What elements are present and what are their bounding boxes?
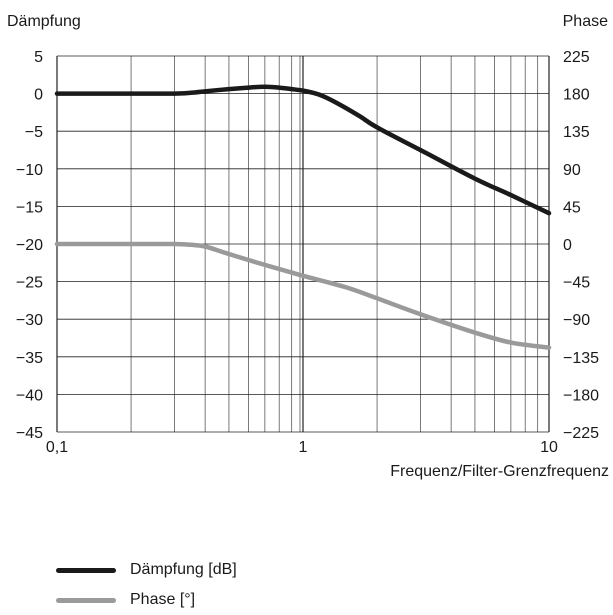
left-tick-label: −20 [16, 237, 43, 254]
left-tick-label: 0 [34, 87, 43, 104]
right-tick-label: −135 [563, 350, 599, 367]
legend-swatch-daempfung [56, 567, 116, 573]
left-tick-label: −10 [16, 162, 43, 179]
x-axis-title: Frequenz/Filter-Grenzfrequenz [390, 463, 609, 480]
left-tick-label: −45 [16, 425, 43, 442]
right-tick-label: −225 [563, 425, 599, 442]
legend-item-phase: Phase [°] [56, 585, 356, 615]
right-tick-label: 90 [563, 162, 581, 179]
right-tick-label: 0 [563, 237, 572, 254]
left-tick-label: −25 [16, 275, 43, 292]
right-tick-label: −180 [563, 387, 599, 404]
legend-swatch-phase [56, 597, 116, 603]
legend: Dämpfung [dB] Phase [°] [56, 555, 356, 615]
right-tick-label: 45 [563, 199, 581, 216]
right-tick-label: 180 [563, 87, 590, 104]
legend-label-daempfung: Dämpfung [dB] [130, 561, 237, 578]
x-tick-label: 1 [299, 439, 308, 456]
tick-labels: 5 0 −5 −10 −15 −20 −25 −30 −35 −40 −45 225 180 135 90 4… [16, 49, 599, 456]
right-tick-label: 225 [563, 49, 590, 66]
left-tick-label: −40 [16, 387, 43, 404]
legend-item-daempfung: Dämpfung [dB] [56, 555, 356, 585]
series-line-daempfung [54, 84, 552, 216]
left-tick-label: −5 [25, 124, 43, 141]
right-axis-title: Phase [563, 13, 608, 30]
x-tick-label: 0,1 [46, 439, 68, 456]
legend-label-phase: Phase [°] [130, 591, 196, 608]
left-axis-title: Dämpfung [7, 13, 81, 30]
right-tick-label: 135 [563, 124, 590, 141]
right-tick-label: −45 [563, 275, 590, 292]
left-tick-label: 5 [34, 49, 43, 66]
series-line-phase [54, 241, 552, 350]
series-lines [54, 84, 552, 350]
right-tick-label: −90 [563, 312, 590, 329]
left-tick-label: −30 [16, 312, 43, 329]
left-tick-label: −35 [16, 350, 43, 367]
left-tick-label: −15 [16, 199, 43, 216]
bode-chart: Dämpfung Phase 5 0 −5 −10 −15 −20 −25 −30 −35 −40… [7, 13, 609, 480]
x-tick-label: 10 [540, 439, 558, 456]
